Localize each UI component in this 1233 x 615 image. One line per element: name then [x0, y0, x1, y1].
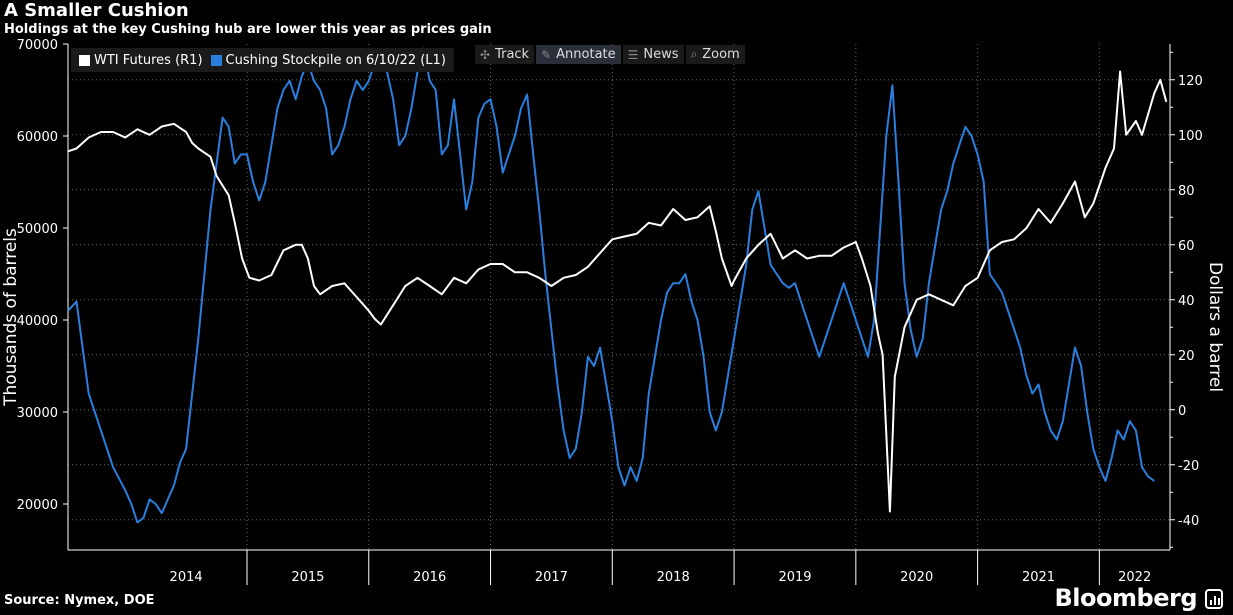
legend-label-cushing: Cushing Stockpile on 6/10/22 (L1): [225, 52, 446, 68]
news-label: News: [643, 47, 679, 62]
left-tick-label: 20000: [17, 498, 58, 513]
x-tick-label: 2014: [170, 570, 203, 585]
news-icon: ☰: [627, 47, 639, 62]
right-tick-label: -20: [1178, 459, 1199, 474]
chart-legend: WTI Futures (R1) Cushing Stockpile on 6/…: [71, 48, 454, 72]
legend-item-wti[interactable]: WTI Futures (R1): [79, 53, 203, 68]
y-axis-right-title: Dollars a barrel: [1205, 262, 1225, 392]
crosshair-icon: ✣: [480, 47, 491, 62]
news-button[interactable]: ☰ News: [622, 45, 684, 64]
magnifier-icon: ⌕: [690, 47, 698, 61]
x-tick-label: 2019: [778, 570, 811, 585]
left-tick-label: 50000: [17, 222, 58, 237]
legend-item-cushing[interactable]: Cushing Stockpile on 6/10/22 (L1): [210, 52, 446, 68]
x-tick-label: 2018: [657, 570, 690, 585]
right-tick-label: -40: [1178, 514, 1199, 529]
series-line-cushing: [67, 47, 1155, 524]
bloomberg-chart-icon: [1205, 589, 1223, 609]
x-tick-label: 2020: [900, 570, 933, 585]
x-tick-label: 2015: [291, 570, 324, 585]
brand-logo: Bloomberg: [1054, 584, 1198, 612]
x-tick-label: 2021: [1022, 570, 1055, 585]
y-axis-left-title: Thousands of barrels: [1, 228, 21, 407]
series-lines: [67, 47, 1168, 524]
x-tick-label: 2016: [413, 570, 446, 585]
legend-swatch-cushing: [210, 54, 222, 66]
zoom-button[interactable]: ⌕ Zoom: [685, 45, 745, 64]
left-tick-label: 40000: [17, 314, 58, 329]
right-tick-label: 80: [1178, 184, 1195, 199]
track-button[interactable]: ✣ Track: [475, 45, 535, 64]
chart-subtitle: Holdings at the key Cushing hub are lowe…: [4, 22, 492, 37]
left-tick-label: 70000: [17, 38, 58, 53]
right-tick-label: 120: [1178, 74, 1203, 89]
x-tick-label: 2017: [535, 570, 568, 585]
axes: -40 -20 0 20 40 60 80 100 120 20000 30000 40000 5000…: [17, 38, 1203, 585]
source-note: Source: Nymex, DOE: [4, 593, 155, 608]
left-tick-label: 30000: [17, 406, 58, 421]
left-tick-label: 60000: [17, 130, 58, 145]
chart-toolbar: ✣ Track ✎ Annotate ☰ News ⌕ Zoom: [475, 45, 745, 64]
grid-lines: [68, 44, 1170, 550]
track-label: Track: [495, 47, 530, 62]
legend-label-wti: WTI Futures (R1): [94, 52, 203, 68]
annotate-label: Annotate: [556, 47, 616, 62]
x-tick-label: 2022: [1118, 570, 1151, 585]
series-line-wti: [67, 70, 1168, 513]
zoom-label: Zoom: [702, 47, 740, 62]
annotate-button[interactable]: ✎ Annotate: [536, 45, 621, 64]
right-tick-label: 40: [1178, 294, 1195, 309]
right-tick-label: 60: [1178, 239, 1195, 254]
legend-swatch-wti: [79, 54, 90, 66]
pencil-icon: ✎: [541, 47, 552, 62]
right-tick-label: 0: [1178, 404, 1186, 419]
chart-title: A Smaller Cushion: [4, 0, 189, 21]
right-tick-label: 20: [1178, 349, 1195, 364]
right-tick-label: 100: [1178, 129, 1203, 144]
